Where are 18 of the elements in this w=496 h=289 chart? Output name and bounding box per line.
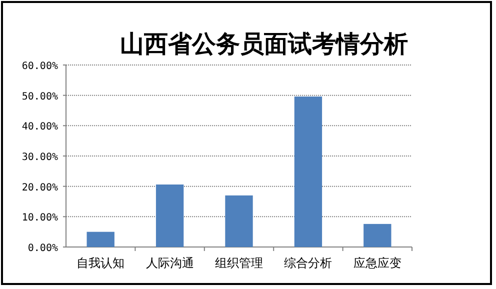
x-tick-label: 应急应变	[353, 256, 402, 270]
chart-title: 山西省公务员面试考情分析	[120, 30, 408, 58]
x-tick-label: 组织管理	[215, 256, 263, 270]
y-tick-label: 20.00%	[22, 182, 58, 194]
y-tick-label: 0.00%	[28, 243, 58, 254]
bar	[294, 96, 322, 247]
bar	[225, 195, 253, 247]
bar	[364, 224, 392, 247]
y-tick-label: 60.00%	[22, 61, 58, 72]
y-tick-label: 50.00%	[22, 91, 58, 102]
y-tick-label: 10.00%	[22, 212, 58, 224]
x-tick-label: 综合分析	[284, 256, 332, 270]
y-tick-label: 30.00%	[22, 152, 58, 163]
y-tick-label: 40.00%	[22, 122, 58, 133]
x-tick-label: 自我认知	[76, 256, 125, 270]
x-tick-label: 人际沟通	[146, 256, 194, 270]
bar	[86, 232, 114, 247]
bar	[156, 184, 184, 247]
